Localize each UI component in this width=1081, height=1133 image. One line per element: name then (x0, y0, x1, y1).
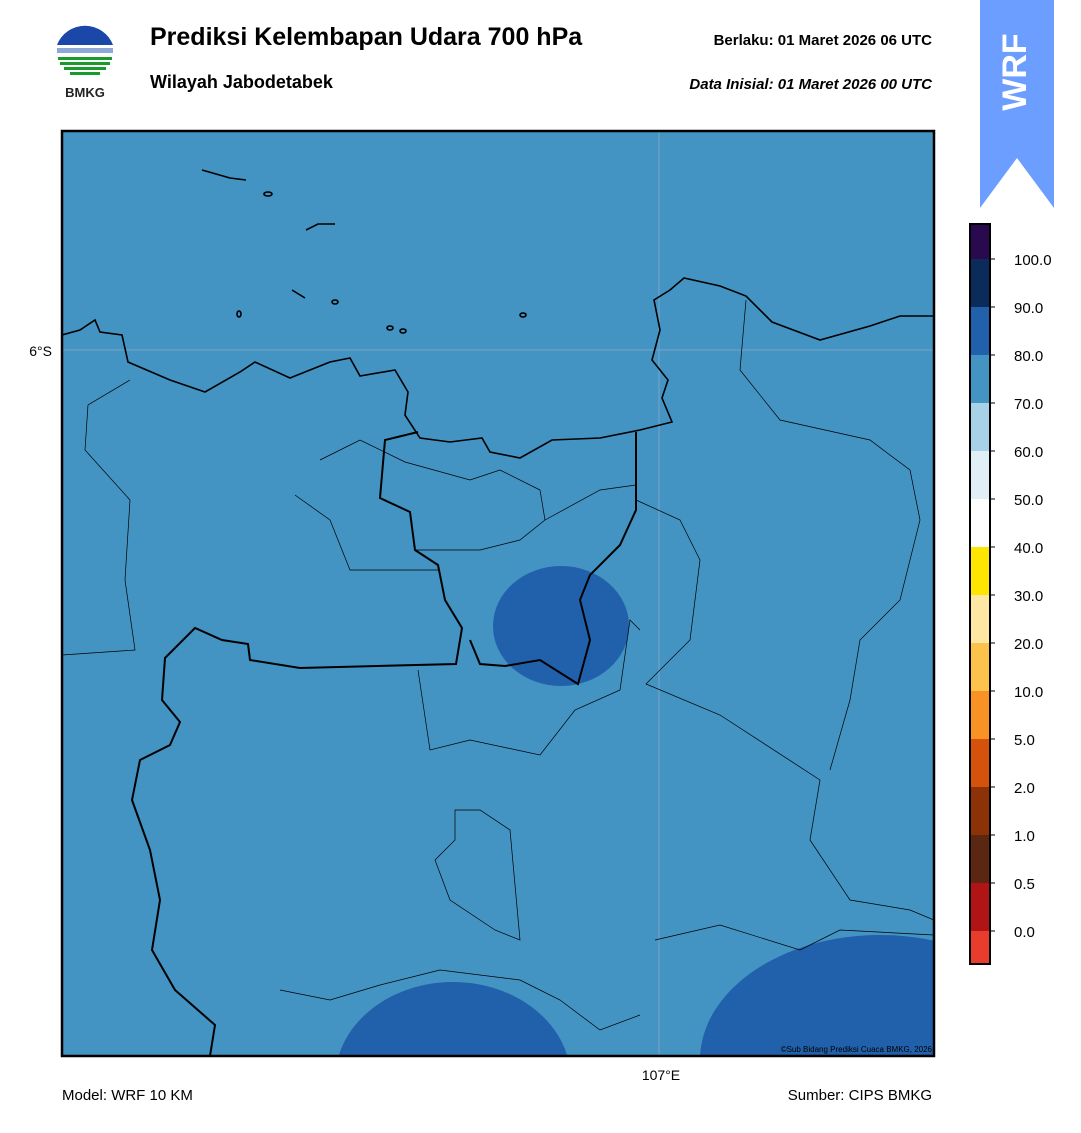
district-border (62, 299, 934, 1031)
source-label: Sumber: CIPS BMKG (788, 1087, 932, 1104)
coastline (62, 169, 934, 459)
bmkg-logo (55, 23, 115, 83)
colorbar-segment (970, 595, 990, 643)
colorbar-segment (970, 739, 990, 787)
lon-label: 107°E (642, 1067, 680, 1083)
colorbar-label: 90.0 (1014, 300, 1043, 317)
colorbar: 100.0 90.0 80.0 70.0 60.0 50.0 40.0 30.0 20.0 10.… (969, 223, 1052, 965)
credit: ©Sub Bidang Prediksi Cuaca BMKG, 2026 (781, 1045, 933, 1054)
colorbar-label: 70.0 (1014, 396, 1043, 413)
province-border (130, 431, 637, 1056)
colorbar-segment (970, 931, 990, 964)
logo-text: BMKG (65, 85, 105, 100)
colorbar-segment (970, 403, 990, 451)
humidity-area (700, 935, 934, 1056)
colorbar-segment (970, 835, 990, 883)
colorbar-segment (970, 224, 990, 259)
colorbar-segment (970, 643, 990, 691)
colorbar-label: 60.0 (1014, 444, 1043, 461)
colorbar-segment (970, 691, 990, 739)
colorbar-frame (969, 223, 991, 965)
badge-text: WRF (996, 33, 1034, 110)
title: Prediksi Kelembapan Udara 700 hPa (150, 23, 583, 51)
colorbar-label: 5.0 (1014, 732, 1035, 749)
lat-label: 6°S (29, 343, 52, 359)
colorbar-label: 0.5 (1014, 876, 1035, 893)
colorbar-segment (970, 259, 990, 307)
colorbar-label: 80.0 (1014, 348, 1043, 365)
initial-time: Data Inisial: 01 Maret 2026 00 UTC (689, 76, 933, 93)
colorbar-segment (970, 499, 990, 547)
colorbar-label: 50.0 (1014, 492, 1043, 509)
colorbar-segment (970, 451, 990, 499)
colorbar-label: 1.0 (1014, 828, 1035, 845)
subtitle: Wilayah Jabodetabek (150, 72, 334, 92)
colorbar-segment (970, 547, 990, 595)
colorbar-segment (970, 355, 990, 403)
humidity-area (493, 566, 629, 686)
colorbar-label: 10.0 (1014, 684, 1043, 701)
colorbar-segment (970, 883, 990, 931)
map (62, 131, 934, 1056)
colorbar-segment (970, 787, 990, 835)
model-label: Model: WRF 10 KM (62, 1087, 193, 1104)
colorbar-segment (970, 307, 990, 355)
colorbar-label: 100.0 (1014, 252, 1052, 269)
humidity-area (338, 982, 568, 1056)
map-frame (60, 129, 936, 1058)
valid-time: Berlaku: 01 Maret 2026 06 UTC (714, 32, 933, 49)
map-field (62, 131, 934, 1056)
colorbar-label: 0.0 (1014, 924, 1035, 941)
colorbar-label: 30.0 (1014, 588, 1043, 605)
wrf-badge (980, 0, 1054, 208)
colorbar-label: 20.0 (1014, 636, 1043, 653)
colorbar-label: 40.0 (1014, 540, 1043, 557)
colorbar-label: 2.0 (1014, 780, 1035, 797)
